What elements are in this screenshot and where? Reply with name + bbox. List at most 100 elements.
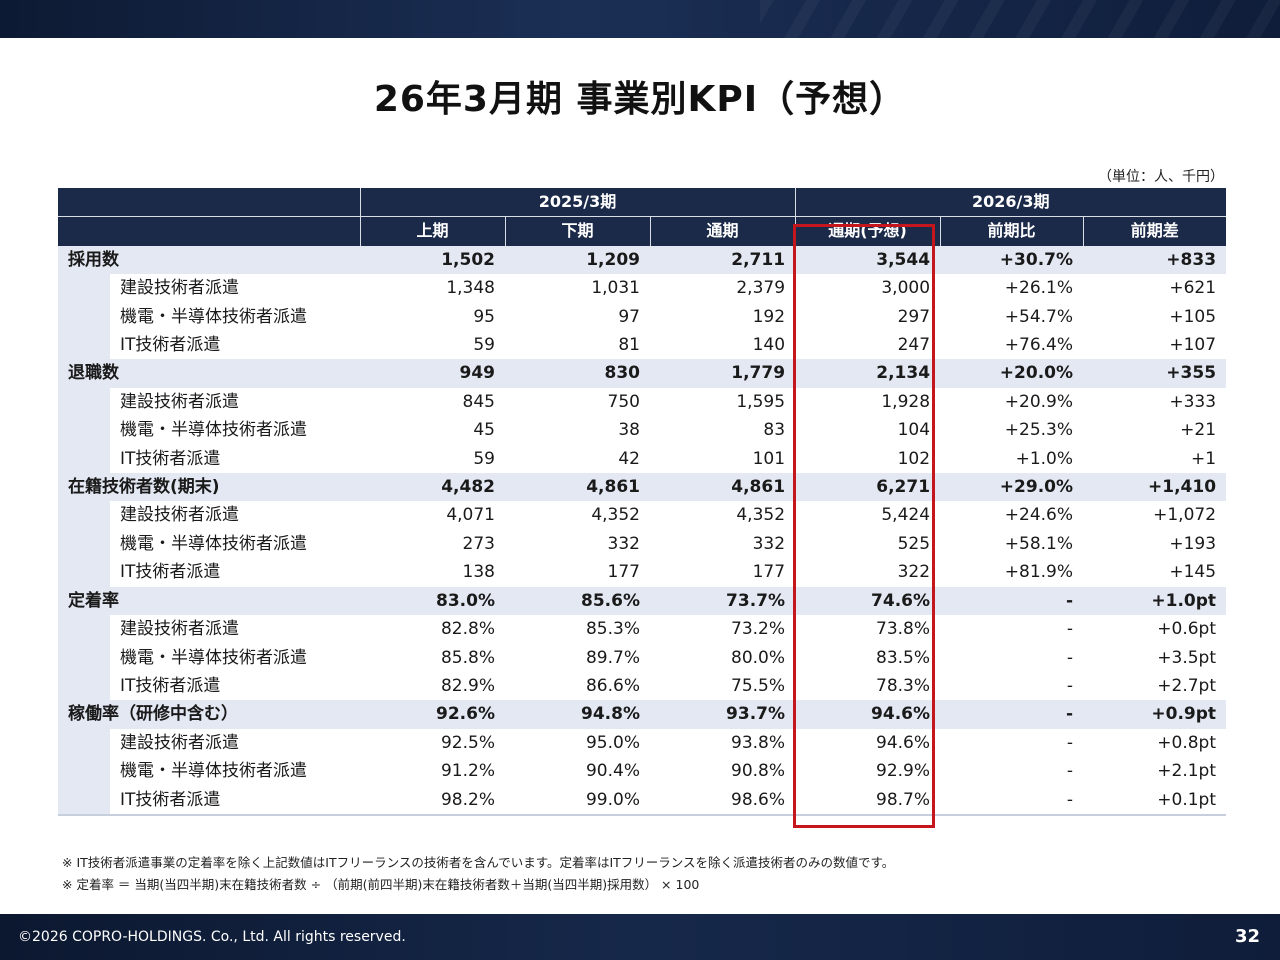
indent-cell (58, 274, 110, 303)
indent-cell (58, 444, 110, 474)
value-cell: +833 (1083, 245, 1227, 275)
value-cell: +1 (1083, 444, 1227, 474)
value-cell: 59 (360, 444, 505, 474)
value-cell: 322 (795, 558, 941, 587)
value-cell: - (940, 785, 1084, 816)
value-cell: +26.1% (940, 274, 1084, 303)
value-cell: 192 (650, 302, 796, 332)
value-cell: 80.0% (650, 643, 796, 672)
value-cell: 4,071 (360, 501, 505, 530)
value-cell: 1,779 (650, 359, 796, 388)
sub-label: 機電・半導体技術者派遣 (110, 302, 360, 332)
value-cell: +81.9% (940, 558, 1084, 587)
value-cell: - (940, 615, 1084, 644)
value-cell: 101 (650, 444, 796, 474)
kpi-table-body: 採用数 1,502 1,209 2,711 3,544 +30.7% +833 建設技術者派遣… (58, 245, 1227, 816)
sub-label: 機電・半導体技術者派遣 (110, 529, 360, 559)
value-cell: - (940, 586, 1084, 616)
indent-cell (58, 615, 110, 644)
value-cell: +107 (1083, 331, 1227, 360)
sub-label: IT技術者派遣 (110, 444, 360, 474)
value-cell: 140 (650, 331, 796, 360)
sub-label: 建設技術者派遣 (110, 728, 360, 758)
sub-row: IT技術者派遣 59 42 101 102 +1.0% +1 (58, 444, 1227, 474)
value-cell: 332 (505, 529, 650, 559)
value-cell: +333 (1083, 387, 1227, 417)
value-cell: 273 (360, 529, 505, 559)
value-cell: 3,544 (795, 245, 941, 275)
value-cell: 78.3% (795, 671, 941, 701)
sub-label: IT技術者派遣 (110, 671, 360, 701)
value-cell: +0.6pt (1083, 615, 1227, 644)
value-cell: 82.8% (360, 615, 505, 644)
copyright-text: ©2026 COPRO-HOLDINGS. Co., Ltd. All righ… (18, 929, 406, 945)
indent-cell (58, 785, 110, 816)
value-cell: +355 (1083, 359, 1227, 388)
header-col-second-half: 下期 (504, 216, 650, 246)
value-cell: 95.0% (505, 728, 650, 758)
value-cell: 949 (360, 359, 505, 388)
value-cell: 89.7% (505, 643, 650, 672)
sub-label: IT技術者派遣 (110, 785, 360, 816)
value-cell: +1,410 (1083, 473, 1227, 502)
value-cell: 42 (505, 444, 650, 474)
header-col-full-year: 通期 (649, 216, 796, 246)
value-cell: 4,861 (650, 473, 796, 502)
value-cell: 750 (505, 387, 650, 417)
unit-note: （単位：人、千円） (1098, 169, 1224, 185)
header-row-periods: 2025/3期 2026/3期 (58, 188, 1227, 217)
value-cell: 6,271 (795, 473, 941, 502)
sub-label: IT技術者派遣 (110, 331, 360, 360)
sub-row: IT技術者派遣 82.9% 86.6% 75.5% 78.3% - +2.7pt (58, 671, 1227, 701)
value-cell: +30.7% (940, 245, 1084, 275)
value-cell: 4,861 (505, 473, 650, 502)
value-cell: +21 (1083, 416, 1227, 445)
indent-cell (58, 757, 110, 786)
value-cell: 59 (360, 331, 505, 360)
value-cell: 93.8% (650, 728, 796, 758)
value-cell: 5,424 (795, 501, 941, 530)
footnote-2: ※ 定着率 ＝ 当期(当四半期)末在籍技術者数 ÷ （前期(前四半期)末在籍技術… (62, 877, 700, 892)
value-cell: 83 (650, 416, 796, 445)
value-cell: 247 (795, 331, 941, 360)
value-cell: 525 (795, 529, 941, 559)
value-cell: +2.1pt (1083, 757, 1227, 786)
value-cell: 83.5% (795, 643, 941, 672)
footnotes: ※ IT技術者派遣事業の定着率を除く上記数値はITフリーランスの技術者を含んでい… (62, 852, 894, 896)
sub-row: IT技術者派遣 138 177 177 322 +81.9% +145 (58, 558, 1227, 587)
indent-cell (58, 529, 110, 559)
header-period-2025: 2025/3期 (359, 188, 796, 217)
value-cell: +1.0% (940, 444, 1084, 474)
value-cell: 1,348 (360, 274, 505, 303)
value-cell: 97 (505, 302, 650, 332)
value-cell: 38 (505, 416, 650, 445)
value-cell: 92.9% (795, 757, 941, 786)
value-cell: 73.2% (650, 615, 796, 644)
category-row: 稼働率（研修中含む） 92.6% 94.8% 93.7% 94.6% - +0.9pt (58, 700, 1227, 729)
indent-cell (58, 387, 110, 417)
value-cell: +25.3% (940, 416, 1084, 445)
value-cell: 845 (360, 387, 505, 417)
value-cell: 1,209 (505, 245, 650, 275)
sub-row: 建設技術者派遣 1,348 1,031 2,379 3,000 +26.1% +621 (58, 274, 1227, 303)
value-cell: - (940, 700, 1084, 729)
header-col-first-half: 上期 (359, 216, 505, 246)
category-row: 定着率 83.0% 85.6% 73.7% 74.6% - +1.0pt (58, 586, 1227, 616)
header-blank (110, 216, 360, 246)
footer-bar: ©2026 COPRO-HOLDINGS. Co., Ltd. All righ… (0, 914, 1280, 960)
value-cell: 85.3% (505, 615, 650, 644)
indent-cell (58, 302, 110, 332)
value-cell: 85.8% (360, 643, 505, 672)
value-cell: 73.7% (650, 586, 796, 616)
sub-row: 建設技術者派遣 4,071 4,352 4,352 5,424 +24.6% +1,072 (58, 501, 1227, 530)
sub-row: IT技術者派遣 59 81 140 247 +76.4% +107 (58, 331, 1227, 360)
header-blank (58, 216, 110, 246)
page-title: 26年3月期 事業別KPI（予想） (373, 79, 907, 120)
value-cell: 83.0% (360, 586, 505, 616)
value-cell: +29.0% (940, 473, 1084, 502)
value-cell: 177 (505, 558, 650, 587)
value-cell: +76.4% (940, 331, 1084, 360)
category-row: 採用数 1,502 1,209 2,711 3,544 +30.7% +833 (58, 245, 1227, 275)
sub-label: IT技術者派遣 (110, 558, 360, 587)
value-cell: 94.6% (795, 700, 941, 729)
